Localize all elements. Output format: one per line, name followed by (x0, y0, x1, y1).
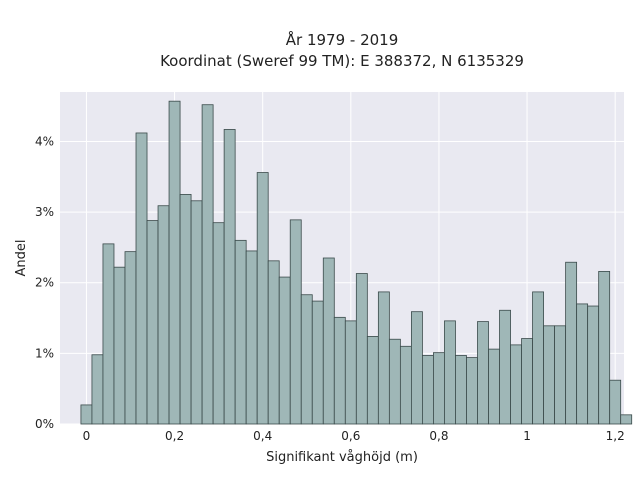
x-tick-label: 0,8 (429, 429, 448, 443)
histogram-bar (532, 291, 544, 425)
histogram-bar (444, 320, 456, 425)
x-axis-label: Signifikant våghöjd (m) (266, 450, 418, 465)
histogram-bar (223, 129, 236, 425)
histogram-bars (80, 100, 633, 425)
histogram-bar (565, 261, 578, 425)
histogram-bar (102, 243, 115, 425)
histogram-bar (355, 273, 368, 425)
histogram-bar (510, 344, 522, 425)
histogram-bar (146, 220, 159, 425)
histogram-bar (399, 345, 412, 425)
histogram-bar (410, 311, 423, 425)
x-tick-label: 1 (523, 429, 531, 443)
histogram-bar (620, 414, 633, 425)
x-tick-labels: 0 0,2 0,4 0,6 0,8 1 1,2 (83, 429, 625, 443)
histogram-bar (543, 325, 556, 425)
histogram-bar (466, 357, 478, 425)
histogram-bar (245, 250, 258, 425)
x-tick-label: 0,4 (253, 429, 272, 443)
histogram-bar (91, 354, 104, 425)
histogram-bar (521, 338, 533, 425)
y-tick-label: 1% (35, 346, 54, 360)
histogram-bar (477, 321, 489, 425)
histogram-bar (455, 355, 467, 425)
histogram-bar (609, 379, 622, 425)
histogram-bar (333, 316, 346, 425)
histogram-bar (267, 260, 280, 425)
histogram-bar (300, 294, 313, 425)
histogram-bar (366, 336, 379, 425)
histogram-bar (598, 271, 611, 425)
histogram-bar (113, 266, 126, 425)
y-tick-label: 2% (35, 276, 54, 290)
histogram-bar (157, 205, 170, 425)
x-tick-label: 1,2 (606, 429, 625, 443)
chart-title: År 1979 - 2019 (286, 30, 399, 49)
histogram-bar (212, 222, 225, 425)
histogram-bar (190, 200, 203, 425)
x-tick-label: 0,2 (165, 429, 184, 443)
histogram-bar (80, 404, 93, 425)
histogram-bar (499, 309, 511, 425)
histogram-bar (256, 172, 269, 425)
histogram-bar (124, 251, 137, 425)
histogram-bar (488, 348, 500, 425)
histogram-bar (322, 257, 335, 425)
histogram-bar (576, 303, 589, 425)
x-tick-label: 0,6 (341, 429, 360, 443)
y-axis-label: Andel (14, 240, 29, 277)
histogram-bar (201, 104, 214, 425)
histogram-bar (311, 300, 324, 425)
histogram-bar (433, 352, 445, 425)
chart-subtitle: Koordinat (Sweref 99 TM): E 388372, N 61… (160, 52, 524, 70)
histogram-bar (554, 325, 567, 425)
y-tick-label: 3% (35, 205, 54, 219)
histogram-bar (168, 100, 181, 425)
histogram-bar (344, 320, 357, 425)
histogram-bar (135, 132, 148, 425)
y-tick-label: 4% (35, 134, 54, 148)
histogram-bar (179, 194, 192, 425)
histogram-bar (278, 276, 291, 425)
x-tick-label: 0 (83, 429, 91, 443)
y-tick-label: 0% (35, 417, 54, 431)
y-tick-labels: 0% 1% 2% 3% 4% (35, 134, 54, 431)
histogram-bar (422, 355, 434, 425)
histogram-bar (234, 239, 247, 425)
histogram-bar (289, 219, 302, 425)
histogram-bar (377, 291, 390, 425)
histogram-bar (388, 338, 401, 425)
histogram-bar (587, 305, 600, 425)
